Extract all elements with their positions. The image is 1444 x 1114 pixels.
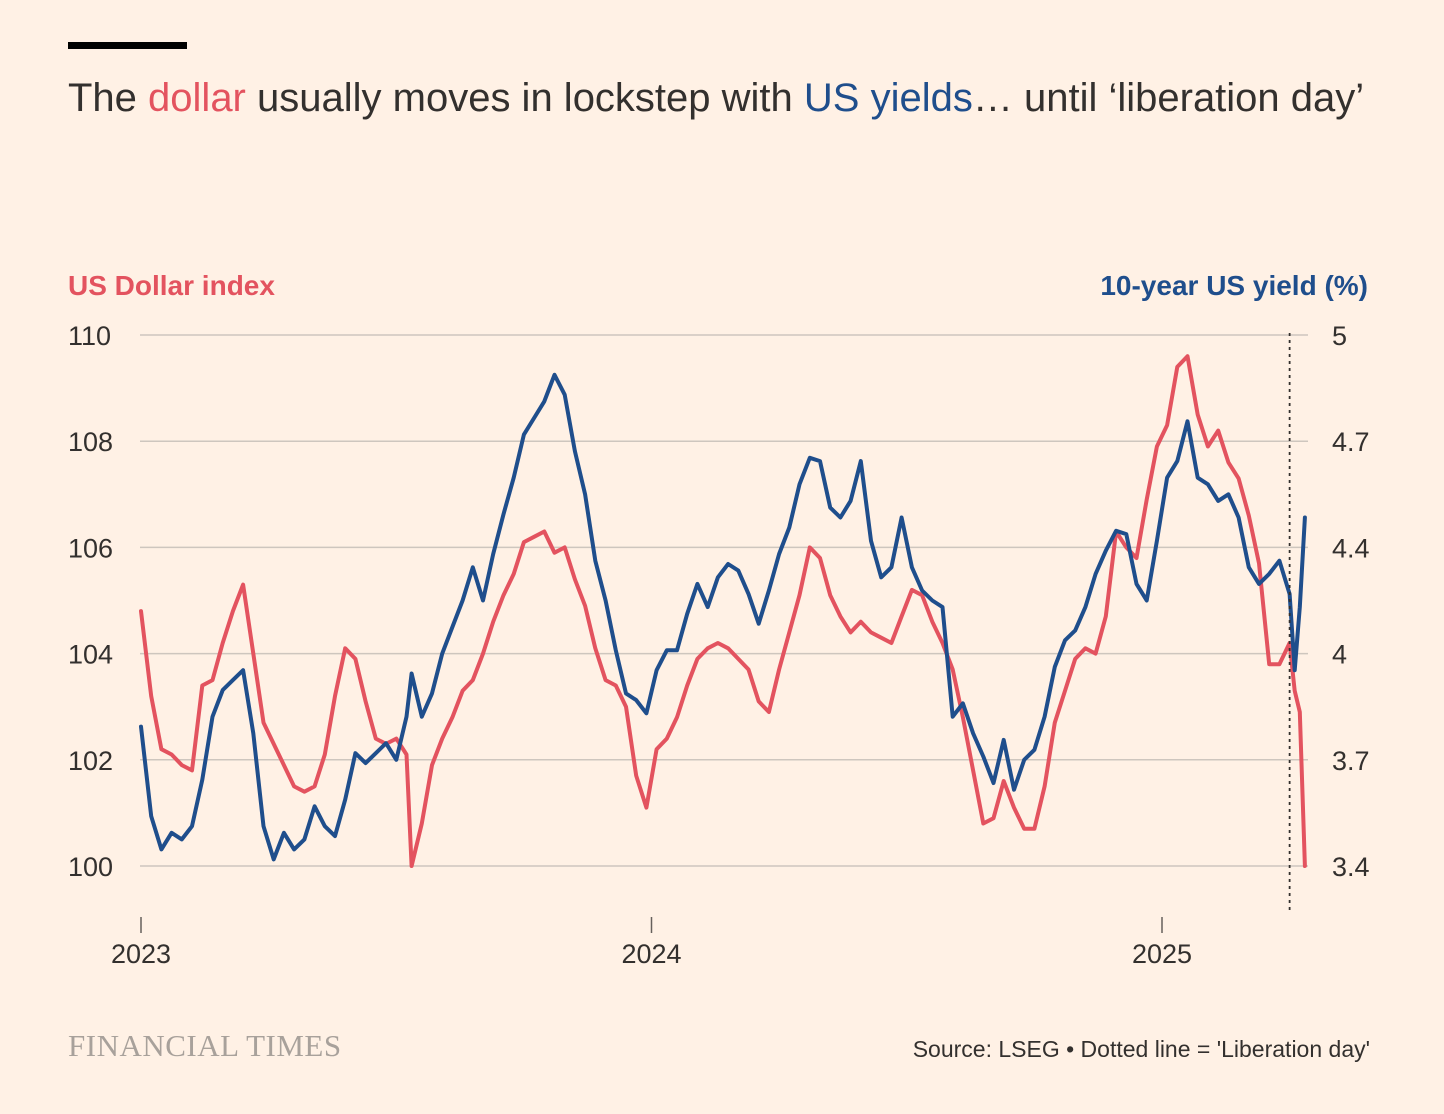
series-lines <box>139 354 1307 868</box>
left-tick-label: 100 <box>68 852 113 882</box>
x-axis: 2023 2024 2025 <box>111 917 1192 969</box>
ft-brand-logo: FINANCIAL TIMES <box>68 1028 342 1063</box>
left-tick-label: 106 <box>68 533 113 563</box>
series-yield-line <box>139 372 1307 862</box>
right-tick-label: 4.7 <box>1332 427 1370 457</box>
left-axis-title: US Dollar index <box>68 270 275 301</box>
right-tick-label: 5 <box>1332 321 1347 351</box>
source-note: Source: LSEG • Dotted line = 'Liberation… <box>912 1036 1370 1062</box>
right-tick-label: 4 <box>1332 640 1347 670</box>
left-tick-label: 110 <box>68 321 111 351</box>
right-axis-ticks: 3.4 3.7 4 4.4 4.7 5 <box>1332 321 1370 882</box>
series-dollar-line <box>139 354 1307 868</box>
left-tick-label: 104 <box>68 640 113 670</box>
title-dollar-word: dollar <box>148 76 246 120</box>
title-part-2: usually moves in lockstep with <box>245 76 804 120</box>
chart-title: The dollar usually moves in lockstep wit… <box>68 70 1368 126</box>
right-tick-label: 4.4 <box>1332 533 1370 563</box>
right-tick-label: 3.4 <box>1332 852 1370 882</box>
x-tick-label: 2024 <box>621 939 681 969</box>
gridlines <box>140 334 1308 867</box>
title-yields-word: US yields <box>803 76 973 120</box>
x-tick-label: 2025 <box>1132 939 1192 969</box>
title-part-1: The <box>68 76 149 120</box>
right-axis-title: 10-year US yield (%) <box>1100 270 1368 301</box>
title-accent-bar <box>68 42 187 49</box>
left-tick-label: 102 <box>68 746 113 776</box>
left-tick-label: 108 <box>68 427 113 457</box>
x-tick-label: 2023 <box>111 939 171 969</box>
left-axis-ticks: 100 102 104 106 108 110 <box>68 321 113 882</box>
title-part-3: … until ‘liberation day’ <box>972 76 1365 120</box>
right-tick-label: 3.7 <box>1332 746 1370 776</box>
